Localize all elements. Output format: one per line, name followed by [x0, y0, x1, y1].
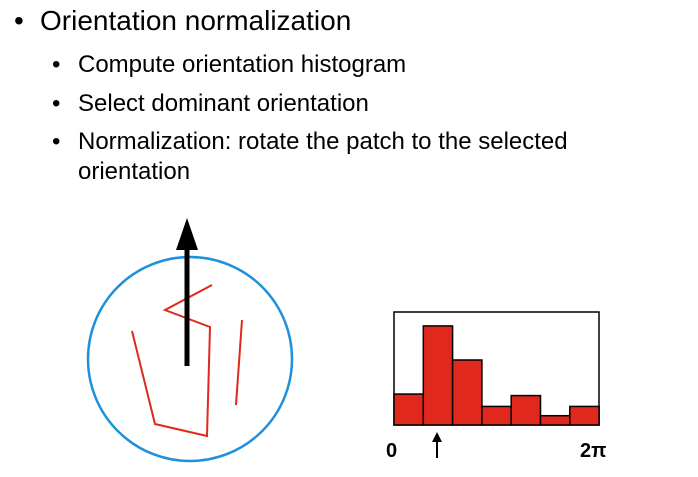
main-bullet: • Orientation normalization — [14, 4, 351, 38]
histogram-bar — [393, 393, 425, 426]
dominant-bin-marker — [432, 432, 442, 458]
bullet-dot: • — [14, 5, 24, 36]
tick-label-end: 2π — [580, 440, 607, 462]
histogram-bar — [539, 414, 571, 426]
sub-bullet-text: Normalization: rotate the patch to the s… — [78, 128, 568, 185]
histogram-bar — [481, 405, 512, 426]
tick-label-start: 0 — [386, 440, 398, 462]
sub-bullet-text: Select dominant orientation — [78, 90, 369, 117]
orientation-arrowhead — [176, 218, 198, 250]
main-bullet-text: Orientation normalization — [40, 5, 352, 36]
histogram-bar — [422, 325, 454, 426]
bullet-dot: • — [52, 128, 61, 155]
patch-stroke-line — [235, 319, 243, 406]
bullet-dot: • — [52, 51, 61, 78]
histogram-bar — [569, 405, 600, 426]
patch-circle — [86, 255, 294, 463]
bullet-dot: • — [52, 90, 61, 117]
histogram-bars — [393, 325, 600, 426]
sub-bullet-1: • Compute orientation histogram — [52, 50, 618, 80]
sub-bullet-text: Compute orientation histogram — [78, 51, 407, 78]
patch-stroke-shape — [131, 284, 213, 438]
histogram-bar — [451, 359, 483, 426]
histogram-bar — [510, 394, 542, 426]
sub-bullet-3: • Normalization: rotate the patch to the… — [52, 127, 618, 187]
sub-bullet-2: • Select dominant orientation — [52, 89, 618, 119]
